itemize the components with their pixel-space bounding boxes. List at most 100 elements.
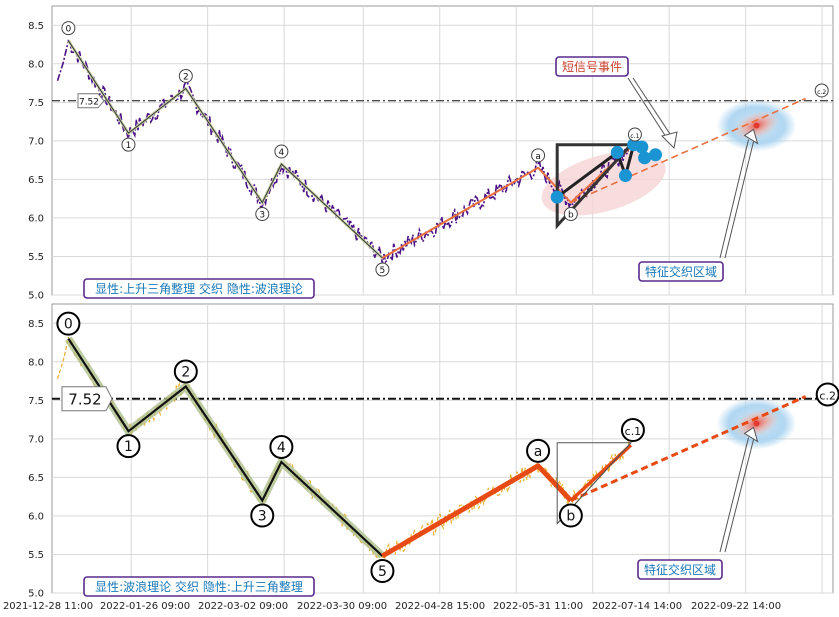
bottom-panel-marks: 0 1 2 3 4 5 a b c.1 c.2 7.52 — [56, 311, 839, 584]
y-tick-label: 8.0 — [28, 59, 44, 70]
signal-marker — [635, 140, 649, 154]
y-tick-label: 6.0 — [28, 511, 44, 522]
wave-point-label: 1 — [124, 439, 133, 455]
y-tick-label: 8.0 — [28, 357, 44, 368]
top-legend-box: 显性:上升三角整理 交织 隐性:波浪理论 — [83, 278, 315, 299]
y-tick-label: 6.0 — [28, 213, 44, 224]
signal-marker — [618, 169, 632, 183]
bottom-feature-interweave-callout: 特征交织区域 — [637, 559, 723, 580]
bottom-feature-interweave-label: 特征交织区域 — [644, 562, 716, 577]
wave-point-label: 0 — [64, 317, 73, 333]
y-tick-label: 6.5 — [28, 175, 44, 186]
x-tick-label: 2022-01-26 09:00 — [100, 601, 190, 612]
wave-point-circle — [526, 438, 551, 463]
top-panel-y-ticks: 5.0 5.5 6.0 6.5 7.0 7.5 8.0 8.5 — [28, 21, 44, 302]
impulse-wave-line — [67, 338, 384, 557]
bottom-panel-frame — [51, 303, 834, 594]
top-panel-interweave-shading — [541, 99, 797, 216]
y-tick-label: 5.5 — [28, 252, 44, 263]
wave-point-circle — [620, 418, 645, 443]
projection-line — [570, 395, 807, 502]
interweave-center-dot — [753, 122, 760, 129]
x-tick-label: 2021-12-28 11:00 — [3, 601, 93, 612]
reference-value-tag — [61, 386, 113, 412]
wave-point-circle — [121, 137, 136, 152]
bottom-legend-box: 显性:波浪理论 交织 隐性:上升三角整理 — [83, 576, 315, 597]
y-tick-label: 6.5 — [28, 473, 44, 484]
bottom-panel-y-ticks: 5.0 5.5 6.0 6.5 7.0 7.5 8.0 8.5 — [28, 319, 44, 600]
wave-point-label: 3 — [259, 211, 265, 221]
wave-point-circle — [370, 559, 395, 584]
x-tick-label: 2022-07-14 14:00 — [592, 601, 682, 612]
short-signal-region — [541, 151, 666, 216]
bottom-legend-label: 显性:波浪理论 交织 隐性:上升三角整理 — [95, 579, 303, 594]
wave-point-circle — [56, 311, 81, 336]
wave-point-circle — [173, 359, 198, 384]
bottom-panel-grid — [52, 304, 833, 594]
top-panel-frame — [51, 5, 834, 296]
interweave-center-dot — [753, 420, 760, 427]
reference-value-label: 7.52 — [68, 390, 101, 408]
y-tick-label: 5.5 — [28, 550, 44, 561]
reference-value-label: 7.52 — [79, 97, 99, 107]
corrective-wave-line — [381, 166, 572, 259]
reference-value-tag — [77, 93, 105, 109]
x-tick-label: 2022-05-31 11:00 — [493, 601, 583, 612]
y-tick-label: 8.5 — [28, 21, 44, 32]
wave-point-label: 4 — [279, 148, 285, 158]
wave-point-label: c.1 — [630, 133, 639, 140]
interweave-arrow — [719, 437, 755, 553]
wave-point-circle — [61, 21, 76, 36]
top-panel-price-series — [56, 39, 631, 265]
x-tick-label: 2022-03-02 09:00 — [198, 601, 288, 612]
y-tick-label: 8.5 — [28, 319, 44, 330]
y-tick-label: 5.0 — [28, 589, 44, 600]
wave-point-circle — [558, 503, 583, 528]
wave-point-label: b — [568, 211, 574, 221]
wave-point-label: 4 — [277, 440, 286, 456]
wave-point-label: c.2 — [817, 89, 826, 96]
short-signal-event-label: 短信号事件 — [562, 60, 622, 74]
wave-point-circle — [274, 144, 289, 159]
x-axis-tick-labels: 2021-12-28 11:00 2022-01-26 09:00 2022-03-… — [3, 601, 781, 612]
top-feature-interweave-label: 特征交织区域 — [645, 264, 717, 279]
wave-point-circle — [255, 207, 270, 222]
wave-point-label: b — [566, 509, 575, 525]
short-signal-event-callout: 短信号事件 — [555, 56, 629, 77]
signal-marker — [638, 151, 652, 165]
y-tick-label: 7.0 — [28, 434, 44, 445]
short-signal-arrow — [627, 77, 673, 141]
wave-point-circle — [116, 434, 141, 459]
wave-point-label: c.2 — [819, 389, 836, 402]
y-tick-label: 5.0 — [28, 291, 44, 302]
wave-point-label: 2 — [183, 72, 189, 82]
wave-point-label: a — [534, 444, 543, 460]
wave-point-circle — [627, 127, 642, 142]
interweave-arrowhead — [743, 128, 759, 145]
corrective-wave-line — [381, 463, 573, 559]
signal-marker — [610, 145, 624, 159]
x-tick-label: 2022-09-22 14:00 — [691, 601, 781, 612]
interweave-arrow — [719, 139, 755, 259]
wave-point-circle — [531, 148, 546, 163]
y-tick-label: 7.5 — [28, 396, 44, 407]
wave-point-circle — [814, 83, 829, 98]
top-feature-interweave-callout: 特征交织区域 — [638, 261, 724, 282]
wave-point-circle — [250, 503, 275, 528]
projection-line — [570, 97, 807, 204]
wave-point-label: 3 — [258, 509, 267, 525]
wave-point-circle — [563, 207, 578, 222]
signal-marker — [550, 190, 564, 204]
wave-point-circle — [375, 262, 390, 277]
wave-point-label: a — [535, 152, 541, 162]
wave-point-circle — [269, 434, 294, 459]
wave-point-label: 0 — [66, 25, 72, 35]
signal-marker — [649, 148, 662, 162]
wave-point-label: 5 — [378, 564, 387, 580]
price-line — [56, 39, 631, 265]
wave-point-label: 2 — [181, 364, 190, 380]
wave-point-label: c.1 — [625, 425, 642, 438]
wave-point-label: 5 — [380, 266, 386, 276]
top-panel-marks: 0 1 2 3 4 5 a b c.1 c.2 7.52 — [61, 21, 829, 277]
